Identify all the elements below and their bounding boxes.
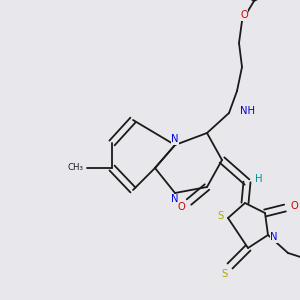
Text: N: N [171, 194, 179, 204]
Text: S: S [222, 269, 228, 279]
Text: S: S [217, 211, 223, 221]
Text: N: N [270, 232, 278, 242]
Text: O: O [240, 10, 248, 20]
Text: NH: NH [240, 106, 255, 116]
Text: CH₃: CH₃ [67, 164, 83, 172]
Text: H: H [255, 174, 263, 184]
Text: N: N [171, 134, 179, 144]
Text: O: O [290, 201, 298, 211]
Text: O: O [177, 202, 185, 212]
